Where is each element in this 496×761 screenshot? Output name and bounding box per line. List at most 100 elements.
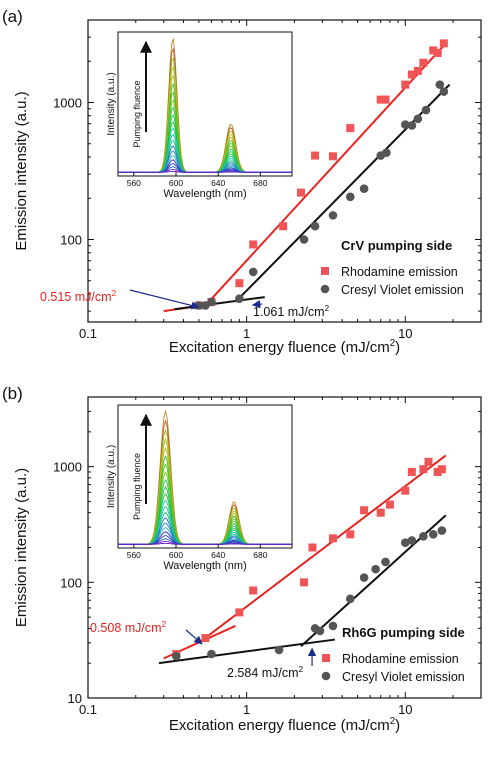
cresyl-violet-point [437, 526, 447, 535]
fit-line [234, 83, 451, 303]
inset: 560 600 640 680 Wavelength (nm) Intensity (a.… [106, 31, 293, 200]
x-tick-label: 10 [398, 326, 412, 341]
rhodamine-point [407, 70, 416, 79]
rhodamine-point [346, 124, 355, 133]
fit-line [174, 296, 265, 311]
inset-y-axis-label: Intensity (a.u.) [106, 445, 117, 508]
threshold-label-rhodamine: 0.508 mJ/cm2 [90, 620, 167, 635]
rhodamine-point [381, 95, 390, 104]
cresyl-violet-point [439, 87, 449, 96]
rhodamine-point [419, 465, 428, 474]
inset-spectrum-curve [118, 542, 292, 545]
cresyl-violet-point [248, 267, 258, 277]
x-tick-label: 10 [398, 702, 412, 717]
cresyl-violet-point [310, 221, 320, 231]
rhodamine-point [376, 508, 385, 517]
legend: CrV pumping side Rhodamine emission Cresyl… [320, 238, 464, 297]
rhodamine-point [376, 95, 385, 104]
inset-x-axis-label: Wavelength (nm) [163, 188, 246, 200]
inset-x-tick-label: 600 [169, 178, 183, 188]
legend: Rh6G pumping side Rhodamine emission Cresy… [321, 625, 465, 684]
inset-x-tick-label: 680 [253, 550, 267, 560]
threshold-arrow-rhodamine [129, 289, 200, 310]
x-tick-label: 1 [243, 702, 250, 717]
legend-entry: Rhodamine emission [341, 265, 458, 279]
rhodamine-point [360, 506, 369, 515]
x-tick-label: 0.1 [79, 326, 97, 341]
threshold-arrow-rhodamine [185, 629, 203, 645]
inset-x-tick-label: 560 [127, 178, 141, 188]
rhodamine-point [433, 48, 442, 57]
inset: 560 600 640 680 Wavelength (nm) Intensity (a.… [106, 404, 293, 572]
y-tick-label: 1000 [53, 460, 82, 475]
legend-entry: Cresyl Violet emission [341, 283, 464, 297]
rhodamine-point [311, 151, 320, 160]
panel-b: (b) 0.1 1 10 10 100 1000 Excitation energy flue… [2, 384, 482, 734]
legend-title: CrV pumping side [341, 238, 452, 253]
inset-frame [117, 404, 293, 549]
cresyl-violet-point [421, 105, 431, 115]
inset-arrow-label: Pumping fluence [132, 80, 142, 147]
y-axis-label: Emission intensity (a.u.) [13, 91, 30, 250]
rhodamine-point [308, 543, 317, 552]
cresyl-violet-point [235, 294, 244, 303]
legend-circle-marker [320, 284, 330, 294]
x-tick-label: 0.1 [79, 702, 97, 717]
inset-spectrum-curve [118, 170, 292, 173]
legend-square-marker [322, 654, 330, 662]
inset-x-axis-label: Wavelength (nm) [163, 560, 246, 572]
rhodamine-point [328, 152, 337, 161]
threshold-label-rhodamine: 0.515 mJ/cm2 [40, 289, 117, 304]
cresyl-violet-point [371, 564, 380, 574]
y-axis-label: Emission intensity (a.u.) [13, 468, 30, 627]
cresyl-violet-point [274, 645, 284, 655]
x-axis-label: Excitation energy fluence (mJ/cm2) [169, 338, 400, 356]
rhodamine-point [328, 534, 337, 543]
fit-line [158, 638, 336, 665]
rhodamine-point [429, 46, 438, 55]
rhodamine-point [235, 608, 244, 617]
cresyl-violet-point [407, 536, 417, 545]
rhodamine-point [439, 39, 448, 48]
cresyl-violet-point [315, 626, 325, 636]
panel-label: (a) [2, 7, 23, 26]
cresyl-violet-point [413, 114, 423, 124]
cresyl-violet-point [428, 530, 438, 539]
inset-x-tick-label: 640 [211, 178, 225, 188]
cresyl-violet-point [381, 557, 390, 567]
inset-y-axis-label: Intensity (a.u.) [106, 72, 117, 135]
rhodamine-point [279, 222, 288, 231]
legend-circle-marker [321, 671, 331, 681]
legend-square-marker [321, 267, 329, 275]
cresyl-violet-point [401, 538, 410, 548]
y-tick-label: 10 [68, 691, 82, 706]
rhodamine-point [385, 500, 394, 509]
cresyl-violet-point [171, 651, 181, 661]
inset-frame [117, 31, 293, 177]
inset-arrow-label: Pumping fluence [132, 453, 142, 520]
y-tick-label: 1000 [53, 95, 82, 110]
rhodamine-point [401, 486, 410, 495]
legend-title: Rh6G pumping side [342, 625, 465, 640]
panel-a: (a) 0.1 1 10 100 1000 Excitation energy fluenc… [2, 7, 482, 356]
inset-x-tick-label: 680 [253, 178, 267, 188]
cresyl-violet-point [382, 148, 391, 158]
rhodamine-point [249, 586, 258, 595]
rhodamine-point [419, 58, 428, 67]
inset-x-tick-label: 560 [127, 550, 141, 560]
rhodamine-point [296, 188, 305, 197]
rhodamine-point [249, 240, 258, 249]
cresyl-violet-point [299, 235, 309, 244]
rhodamine-point [346, 530, 355, 539]
cresyl-violet-point [328, 211, 338, 220]
threshold-label-cresyl: 1.061 mJ/cm2 [253, 304, 330, 319]
y-tick-label: 100 [60, 233, 82, 248]
x-tick-label: 1 [243, 326, 250, 341]
cresyl-violet-point [207, 649, 216, 659]
cresyl-violet-point [207, 297, 216, 307]
rhodamine-point [201, 634, 210, 643]
rhodamine-point [407, 467, 416, 476]
cresyl-violet-point [419, 531, 428, 541]
rhodamine-point [437, 465, 446, 474]
